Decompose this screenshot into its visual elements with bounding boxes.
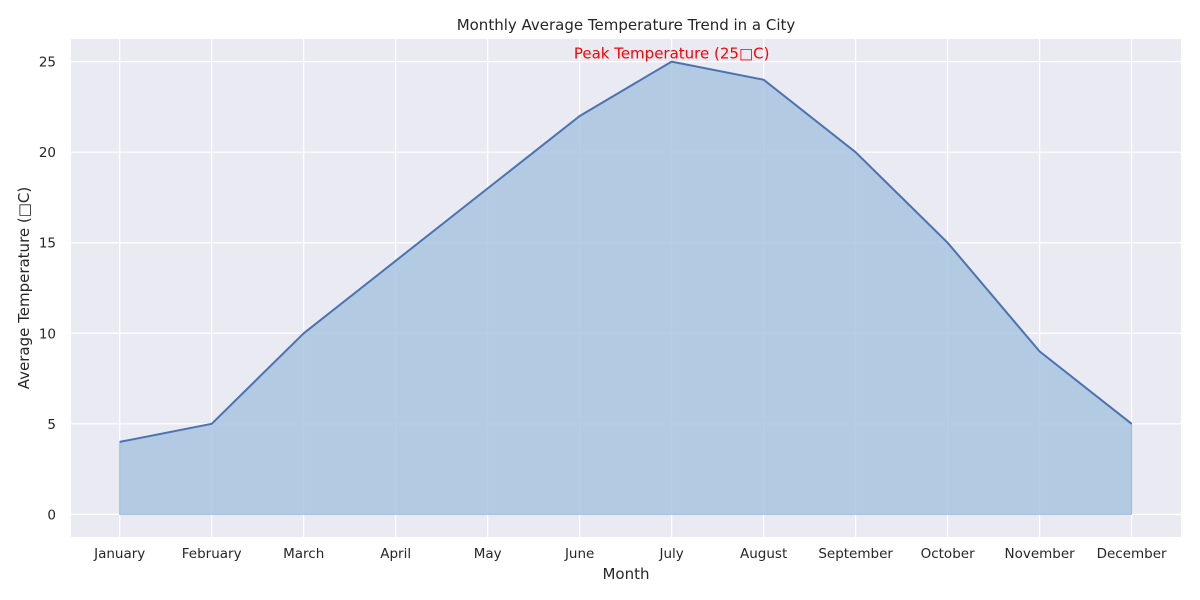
chart-title: Monthly Average Temperature Trend in a C… (457, 16, 796, 34)
y-tick-label: 0 (47, 507, 56, 523)
x-tick-label: May (474, 546, 502, 562)
x-tick-label: March (283, 546, 324, 562)
x-tick-label: February (182, 546, 242, 562)
y-tick-label: 5 (47, 417, 56, 433)
x-tick-label: January (93, 546, 145, 562)
y-tick-labels: 0 5 10 15 20 25 (39, 55, 56, 524)
x-tick-label: November (1004, 546, 1075, 562)
peak-annotation: Peak Temperature (25□C) (574, 45, 770, 63)
x-tick-label: September (818, 546, 893, 562)
y-tick-label: 25 (39, 55, 56, 71)
x-tick-label: October (921, 546, 975, 562)
x-axis-label: Month (602, 565, 649, 583)
x-tick-label: April (380, 546, 411, 562)
x-tick-label: December (1097, 546, 1167, 562)
y-axis-label: Average Temperature (□C) (15, 187, 33, 390)
y-tick-label: 20 (39, 145, 56, 161)
x-tick-labels: January February March April May June July Augu… (93, 546, 1167, 562)
x-tick-label: August (740, 546, 787, 562)
temperature-line (119, 60, 1133, 443)
y-tick-label: 10 (39, 326, 56, 342)
x-tick-label: July (659, 546, 684, 562)
y-tick-label: 15 (39, 236, 56, 252)
x-tick-label: June (564, 546, 594, 562)
